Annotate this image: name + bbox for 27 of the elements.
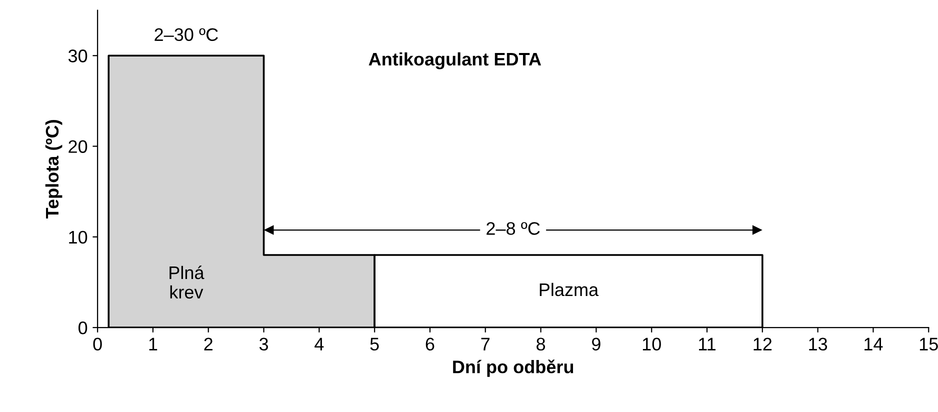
x-tick-label: 10 [642, 338, 661, 351]
x-axis-title: Dní po odběru [453, 360, 574, 377]
x-tick-label: 9 [592, 338, 600, 351]
y-tick-label: 0 [78, 321, 88, 334]
x-tick-label: 14 [864, 338, 883, 350]
x-tick-label: 3 [259, 338, 268, 351]
x-tick-label: 6 [426, 338, 434, 351]
x-tick-label: 11 [699, 338, 716, 350]
x-tick-label: 2 [204, 338, 212, 350]
annotation: 2–8 ºC [486, 222, 540, 235]
x-tick-label: 1 [149, 338, 158, 350]
series-label: Plná krev [170, 266, 204, 299]
x-tick-label: 13 [809, 338, 828, 351]
x-tick-label: 8 [536, 338, 546, 351]
y-tick-label: 20 [68, 140, 88, 153]
x-tick-label: 7 [481, 338, 490, 350]
y-tick-label: 10 [69, 230, 88, 244]
x-tick-label: 5 [370, 338, 379, 351]
x-tick-label: 15 [920, 338, 938, 351]
x-tick-label: 12 [754, 338, 772, 350]
text: Antikoagulant EDTA [368, 52, 542, 70]
y-tick-label: 30 [68, 50, 88, 62]
y-axis-title: Teplota (ºC) [45, 120, 62, 218]
x-tick-label: 0 [93, 338, 102, 351]
series-label: Plazma [540, 282, 599, 296]
x-tick-label: 4 [314, 338, 324, 350]
annotation: 2–30 ºC [154, 28, 218, 42]
